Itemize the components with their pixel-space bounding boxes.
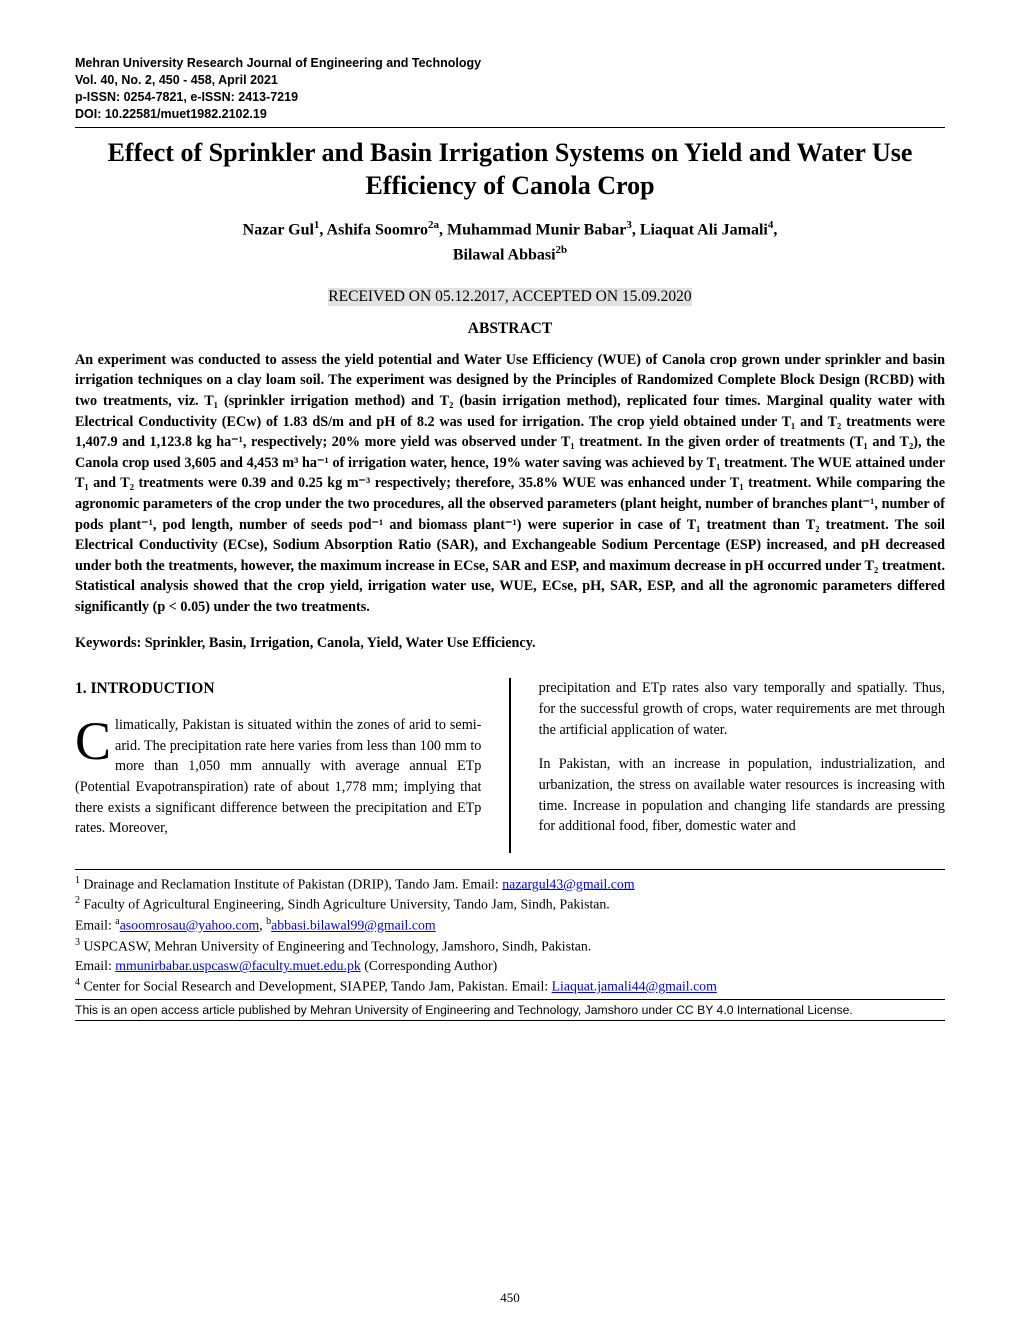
author-5: Bilawal Abbasi xyxy=(453,247,556,264)
dropcap: C xyxy=(75,715,115,763)
license-text: This is an open access article published… xyxy=(75,999,945,1021)
page-number: 450 xyxy=(0,1290,1020,1306)
footnote-2: 2 Faculty of Agricultural Engineering, S… xyxy=(75,894,945,915)
intro-para-1-text: limatically, Pakistan is situated within… xyxy=(75,717,481,836)
footnote-1-text: Drainage and Reclamation Institute of Pa… xyxy=(80,876,502,891)
footnotes: 1 Drainage and Reclamation Institute of … xyxy=(75,869,945,1021)
section-1-heading: 1. INTRODUCTION xyxy=(75,678,481,700)
footnote-2-text: Faculty of Agricultural Engineering, Sin… xyxy=(80,897,610,912)
intro-para-3: In Pakistan, with an increase in populat… xyxy=(539,754,945,836)
author-sep-1: , Ashifa Soomro xyxy=(319,221,428,238)
footnote-3-line2: Email: mmunirbabar.uspcasw@faculty.muet.… xyxy=(75,956,945,976)
journal-issn: p-ISSN: 0254-7821, e-ISSN: 2413-7219 xyxy=(75,89,945,106)
keywords: Keywords: Sprinkler, Basin, Irrigation, … xyxy=(75,635,945,652)
body-columns: 1. INTRODUCTION Climatically, Pakistan i… xyxy=(75,678,945,852)
footnote-2-line2: Email: aasoomrosau@yahoo.com, babbasi.bi… xyxy=(75,915,945,936)
author-1: Nazar Gul xyxy=(243,221,314,238)
journal-header: Mehran University Research Journal of En… xyxy=(75,55,945,123)
authors-block: Nazar Gul1, Ashifa Soomro2a, Muhammad Mu… xyxy=(75,217,945,268)
received-accepted-dates: RECEIVED ON 05.12.2017, ACCEPTED ON 15.0… xyxy=(328,288,691,306)
footnote-4-text: Center for Social Research and Developme… xyxy=(80,979,552,994)
header-rule xyxy=(75,127,945,128)
author-sep-2: , Muhammad Munir Babar xyxy=(439,221,626,238)
journal-issue: Vol. 40, No. 2, 450 - 458, April 2021 xyxy=(75,72,945,89)
email-link-4[interactable]: Liaquat.jamali44@gmail.com xyxy=(552,979,717,994)
abstract-heading: ABSTRACT xyxy=(75,320,945,338)
author-sep-4: , xyxy=(773,221,777,238)
dates-wrap: RECEIVED ON 05.12.2017, ACCEPTED ON 15.0… xyxy=(75,288,945,320)
column-divider xyxy=(509,678,510,852)
column-left: 1. INTRODUCTION Climatically, Pakistan i… xyxy=(75,678,481,852)
footnote-3: 3 USPCASW, Mehran University of Engineer… xyxy=(75,936,945,957)
email-link-2b[interactable]: abbasi.bilawal99@gmail.com xyxy=(271,918,435,933)
email-link-2a[interactable]: asoomrosau@yahoo.com xyxy=(120,918,260,933)
aff-5: 2b xyxy=(556,244,568,256)
intro-para-1: Climatically, Pakistan is situated withi… xyxy=(75,715,481,839)
intro-para-2: precipitation and ETp rates also vary te… xyxy=(539,678,945,740)
journal-name: Mehran University Research Journal of En… xyxy=(75,55,945,72)
abstract-text: An experiment was conducted to assess th… xyxy=(75,350,945,618)
column-right: precipitation and ETp rates also vary te… xyxy=(539,678,945,852)
author-sep-3: , Liaquat Ali Jamali xyxy=(632,221,768,238)
footnote-2-line2-pre: Email: xyxy=(75,918,115,933)
footnote-3-line2-pre: Email: xyxy=(75,958,115,973)
footnote-3-post: (Corresponding Author) xyxy=(361,958,497,973)
journal-doi: DOI: 10.22581/muet1982.2102.19 xyxy=(75,106,945,123)
footnote-3-text: USPCASW, Mehran University of Engineerin… xyxy=(80,938,591,953)
email-link-3[interactable]: mmunirbabar.uspcasw@faculty.muet.edu.pk xyxy=(115,958,361,973)
footnote-4: 4 Center for Social Research and Develop… xyxy=(75,976,945,997)
aff-2: 2a xyxy=(428,219,439,231)
footnote-1: 1 Drainage and Reclamation Institute of … xyxy=(75,874,945,895)
paper-title: Effect of Sprinkler and Basin Irrigation… xyxy=(75,136,945,204)
email-link-1[interactable]: nazargul43@gmail.com xyxy=(502,876,634,891)
